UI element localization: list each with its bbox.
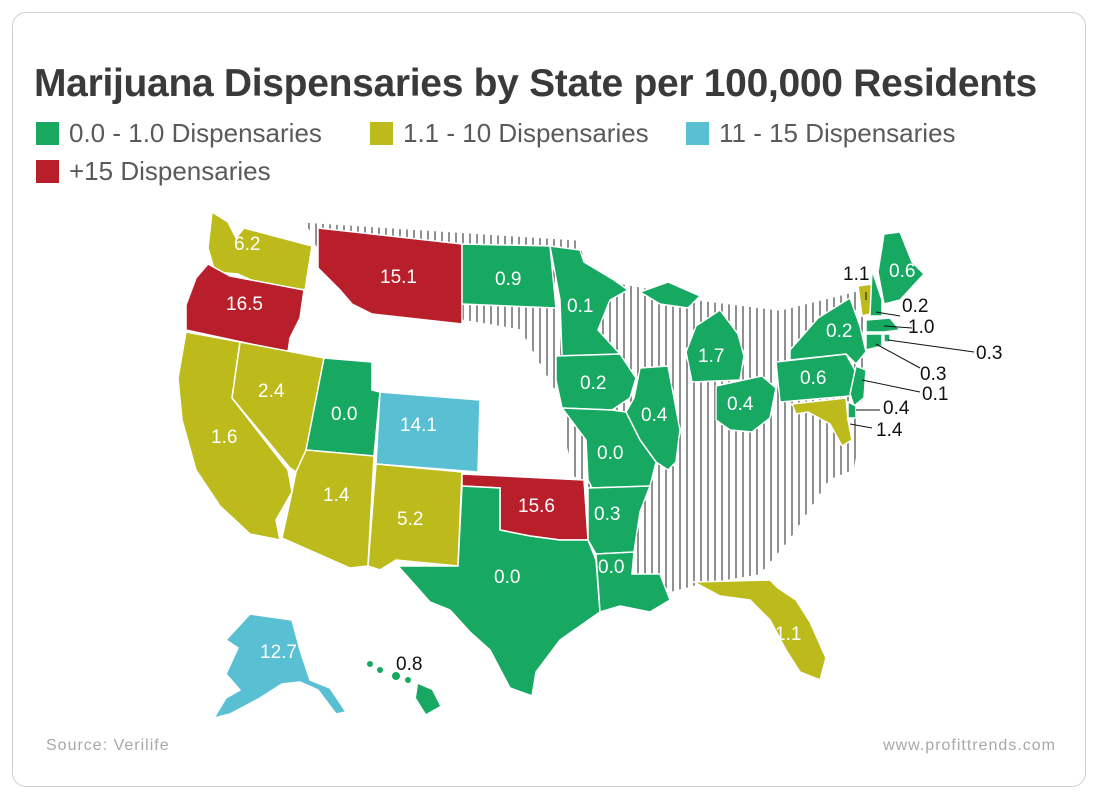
chart-title: Marijuana Dispensaries by State per 100,…: [34, 62, 1037, 105]
state-minnesota: [549, 245, 630, 357]
label-ohio: 0.4: [727, 394, 754, 415]
label-pennsylvania: 0.6: [800, 368, 826, 389]
legend-swatch-low: [36, 122, 59, 145]
label-minnesota: 0.1: [567, 296, 593, 317]
label-connecticut: 0.3: [920, 364, 946, 385]
state-oregon: [185, 263, 305, 353]
state-connecticut: [865, 333, 883, 351]
state-florida: [691, 579, 827, 682]
label-alaska: 12.7: [260, 642, 297, 663]
legend-label-low: 0.0 - 1.0 Dispensaries: [69, 118, 322, 148]
state-texas: [396, 485, 601, 698]
state-hawaii: [367, 661, 440, 714]
legend-label-medium: 1.1 - 10 Dispensaries: [403, 118, 649, 148]
state-washington: [207, 210, 313, 291]
label-vermont: 1.1: [843, 264, 869, 285]
label-utah: 0.0: [331, 404, 357, 425]
label-rhode-island: 0.3: [976, 343, 1002, 364]
label-delaware: 0.4: [883, 398, 910, 419]
label-new-mexico: 5.2: [397, 509, 423, 530]
label-arkansas: 0.3: [594, 504, 620, 525]
state-new-jersey: [849, 364, 867, 408]
legend-label-high: 11 - 15 Dispensaries: [719, 118, 956, 148]
label-north-dakota: 0.9: [495, 269, 521, 290]
label-new-hampshire: 0.2: [902, 296, 928, 317]
label-maine: 0.6: [889, 261, 915, 282]
label-colorado: 14.1: [400, 415, 437, 436]
label-texas: 0.0: [494, 567, 520, 588]
legend-item-medium: 1.1 - 10 Dispensaries: [370, 118, 649, 149]
state-maine: [877, 231, 926, 305]
state-michigan: [638, 281, 745, 383]
state-iowa: [555, 353, 637, 411]
label-missouri: 0.0: [597, 443, 623, 464]
legend-item-very-high: +15 Dispensaries: [36, 156, 271, 187]
state-colorado: [375, 391, 481, 473]
state-rhode-island: [883, 333, 891, 343]
state-illinois: [625, 365, 681, 471]
label-michigan: 1.7: [698, 346, 724, 367]
label-florida: 1.1: [775, 624, 801, 645]
label-hawaii: 0.8: [396, 654, 422, 675]
label-california: 1.6: [211, 427, 237, 448]
label-washington: 6.2: [234, 234, 260, 255]
label-new-york: 0.2: [826, 321, 852, 342]
state-new-york: [789, 296, 867, 366]
label-maryland: 1.4: [876, 420, 903, 441]
callout-lines: [849, 292, 975, 429]
legend-swatch-medium: [370, 122, 393, 145]
state-ohio: [715, 375, 777, 433]
legend-swatch-very-high: [36, 160, 59, 183]
state-maryland: [790, 397, 853, 448]
state-north-dakota: [461, 243, 557, 309]
legend-item-high: 11 - 15 Dispensaries: [686, 118, 956, 149]
source-note: Source: Verilife: [46, 737, 170, 754]
state-value-labels: 6.2 16.5 15.1 0.9 0.1 1.6 2.4 0.0 14.1 1…: [211, 234, 1002, 675]
label-massachusetts: 1.0: [908, 317, 934, 338]
label-iowa: 0.2: [580, 373, 606, 394]
state-missouri: [560, 407, 657, 489]
label-illinois: 0.4: [641, 405, 668, 426]
legend-swatch-high: [686, 122, 709, 145]
website-link[interactable]: www.profittrends.com: [883, 737, 1056, 754]
label-louisiana: 0.0: [598, 557, 624, 578]
label-oklahoma: 15.6: [518, 496, 555, 517]
state-louisiana: [595, 551, 671, 613]
label-montana: 15.1: [380, 267, 417, 288]
legend-item-low: 0.0 - 1.0 Dispensaries: [36, 118, 322, 149]
label-new-jersey: 0.1: [922, 384, 948, 405]
label-arizona: 1.4: [323, 485, 350, 506]
state-new-mexico: [367, 463, 463, 571]
label-nevada: 2.4: [258, 381, 285, 402]
state-new-hampshire: [869, 269, 883, 317]
state-massachusetts: [865, 317, 902, 333]
state-arizona: [281, 449, 375, 569]
legend-label-very-high: +15 Dispensaries: [69, 156, 271, 186]
label-oregon: 16.5: [226, 294, 263, 315]
state-alaska: [212, 613, 348, 720]
